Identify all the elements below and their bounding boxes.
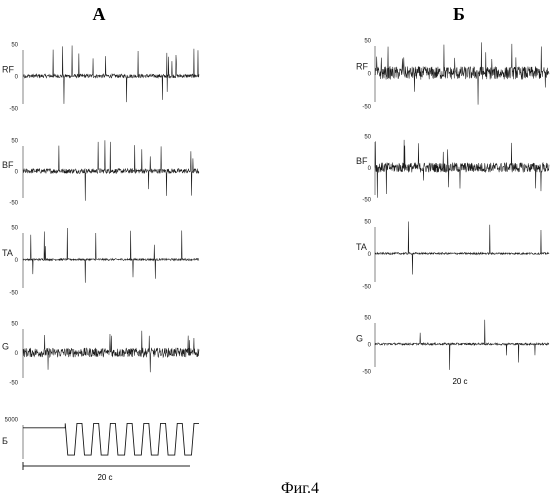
tick-label: -50: [362, 198, 371, 204]
trace-TA: [375, 222, 549, 275]
tick-label: 50: [364, 39, 371, 45]
tick-label: 0: [368, 166, 372, 172]
trace-Б: [23, 423, 199, 455]
trace-label-TA: TA: [356, 242, 367, 252]
tick-label: 0: [15, 258, 19, 264]
trace-G: [375, 320, 549, 370]
tick-label: 50: [11, 322, 18, 328]
figure-caption: Фиг.4: [281, 480, 319, 497]
panel-title-right: Б: [453, 4, 465, 24]
tick-label: 50: [364, 316, 371, 322]
tick-label: 50: [11, 43, 18, 49]
tick-label: -50: [362, 370, 371, 376]
tick-label: 0: [368, 72, 372, 78]
trace-label-TA: TA: [2, 248, 13, 258]
trace-label-RF: RF: [2, 65, 14, 75]
trace-RF: [375, 42, 549, 104]
trace-label-BF: BF: [2, 160, 14, 170]
time-scale-label-left: 20 с: [97, 473, 112, 482]
tick-label: 0: [368, 343, 372, 349]
trace-label-G: G: [2, 342, 9, 352]
tick-label: -50: [9, 291, 18, 297]
tick-label: 50: [11, 139, 18, 145]
tick-label: 50: [364, 135, 371, 141]
tick-label: 50: [364, 220, 371, 226]
tick-label: -50: [9, 201, 18, 207]
tick-label: -50: [362, 105, 371, 111]
panel-title-left: А: [93, 4, 106, 24]
trace-label-RF: RF: [356, 61, 368, 71]
panel-left: RF 50 0 -50 BF 50 0 -50 TA 50 0 -50 G 50 0 -50 Б 5000: [2, 43, 199, 460]
panel-right: RF 50 0 -50 BF 50 0 -50 TA 50 0 -50 G 50 0 -50: [356, 39, 549, 376]
trace-label-G: G: [356, 334, 363, 344]
trace-TA: [23, 228, 199, 283]
tick-label: 5000: [5, 418, 19, 424]
trace-BF: [375, 140, 549, 198]
tick-label: 50: [11, 226, 18, 232]
trace-BF: [23, 140, 199, 201]
tick-label: 0: [15, 170, 19, 176]
tick-label: 0: [15, 75, 19, 81]
time-scale-label-right: 20 с: [452, 377, 467, 386]
tick-label: 0: [368, 252, 372, 258]
tick-label: -50: [9, 107, 18, 113]
trace-G: [23, 331, 199, 373]
tick-label: 0: [15, 351, 19, 357]
tick-label: -50: [9, 381, 18, 387]
trace-RF: [23, 46, 199, 104]
trace-label-Б: Б: [2, 436, 8, 446]
tick-label: -50: [362, 285, 371, 291]
trace-label-BF: BF: [356, 156, 368, 166]
